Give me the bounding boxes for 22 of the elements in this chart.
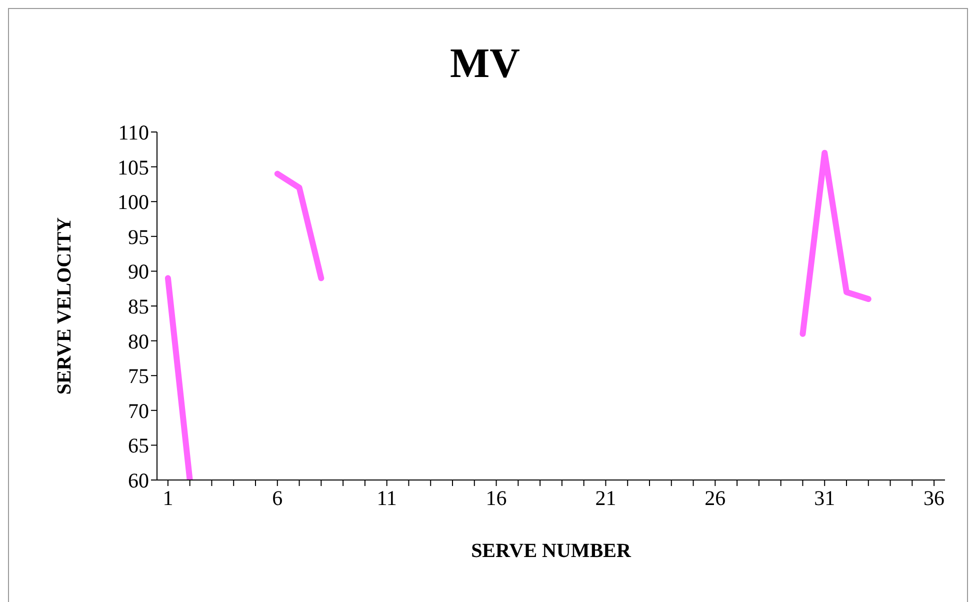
- chart-title: MV: [449, 40, 521, 88]
- y-tick-label: 100: [118, 190, 149, 214]
- x-tick-label: 6: [272, 486, 283, 510]
- y-tick-label: 70: [128, 398, 149, 423]
- y-tick-label: 95: [128, 224, 149, 249]
- y-tick-label: 90: [128, 260, 149, 284]
- x-tick-label: 31: [814, 486, 836, 510]
- y-tick-label: 75: [128, 364, 149, 388]
- x-tick-label: 21: [595, 486, 616, 510]
- y-tick-label: 110: [118, 120, 149, 144]
- y-axis-title: SERVE VELOCITY: [54, 217, 76, 395]
- x-tick-label: 16: [486, 486, 507, 510]
- y-tick-label: 65: [128, 434, 149, 458]
- x-tick-label: 11: [376, 486, 397, 510]
- y-tick-label: 80: [128, 329, 149, 354]
- x-tick-label: 1: [162, 486, 174, 510]
- x-tick-label: 26: [704, 486, 726, 510]
- y-tick-label: 85: [128, 294, 149, 318]
- y-tick-label: 105: [118, 155, 149, 180]
- x-tick-label: 36: [924, 486, 945, 510]
- y-tick-label: 60: [128, 468, 149, 492]
- x-axis-title: SERVE NUMBER: [470, 540, 632, 563]
